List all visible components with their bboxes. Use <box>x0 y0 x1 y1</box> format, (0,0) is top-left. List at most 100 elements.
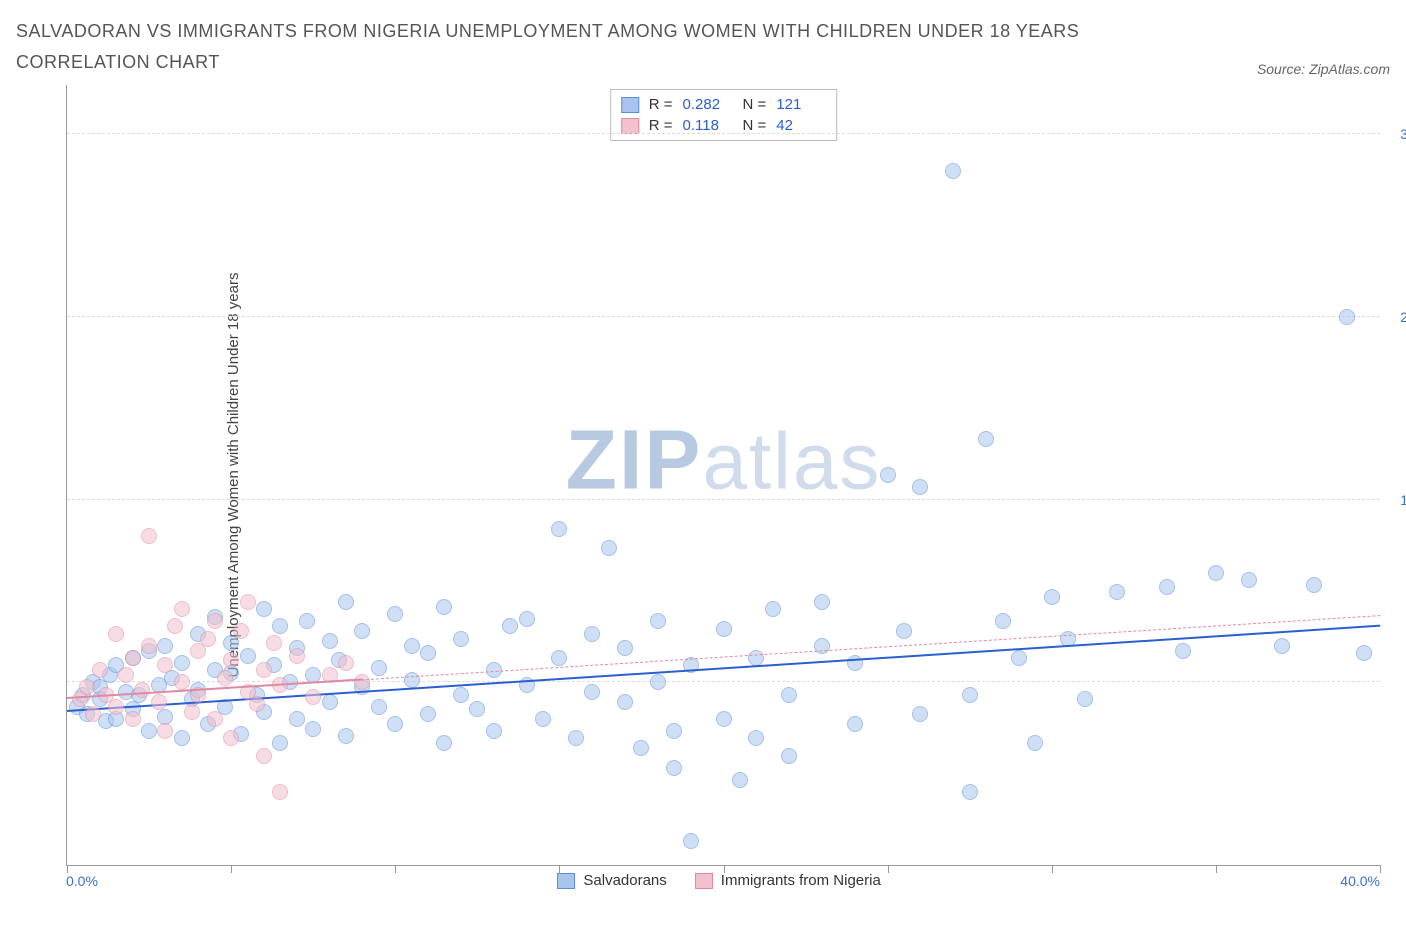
x-tick <box>1380 865 1381 873</box>
data-point <box>1044 589 1060 605</box>
x-origin-label: 0.0% <box>66 873 98 889</box>
data-point <box>289 711 305 727</box>
data-point <box>568 730 584 746</box>
data-point <box>453 687 469 703</box>
data-point <box>157 709 173 725</box>
chart-container: Unemployment Among Women with Children U… <box>66 85 1380 866</box>
data-point <box>141 723 157 739</box>
data-point <box>338 655 354 671</box>
data-point <box>650 674 666 690</box>
data-point <box>207 613 223 629</box>
data-point <box>420 645 436 661</box>
data-point <box>535 711 551 727</box>
y-tick-label: 30.0% <box>1400 126 1406 142</box>
data-point <box>207 711 223 727</box>
data-point <box>167 618 183 634</box>
data-point <box>1027 735 1043 751</box>
data-point <box>371 699 387 715</box>
data-point <box>371 660 387 676</box>
data-point <box>633 740 649 756</box>
data-point <box>289 648 305 664</box>
data-point <box>184 704 200 720</box>
y-tick-label: 15.0% <box>1400 492 1406 508</box>
data-point <box>157 657 173 673</box>
data-point <box>716 711 732 727</box>
data-point <box>1274 638 1290 654</box>
chart-title: SALVADORAN VS IMMIGRANTS FROM NIGERIA UN… <box>16 16 1116 77</box>
data-point <box>272 618 288 634</box>
data-point <box>551 521 567 537</box>
data-point <box>1241 572 1257 588</box>
y-tick-label: 22.5% <box>1400 309 1406 325</box>
stats-r-value: 0.118 <box>683 117 733 134</box>
header: SALVADORAN VS IMMIGRANTS FROM NIGERIA UN… <box>16 16 1390 77</box>
stats-r-label: R = <box>649 117 673 134</box>
data-point <box>486 723 502 739</box>
stats-r-value: 0.282 <box>683 96 733 113</box>
data-point <box>847 655 863 671</box>
data-point <box>354 623 370 639</box>
data-point <box>716 621 732 637</box>
data-point <box>151 694 167 710</box>
data-point <box>781 748 797 764</box>
x-tick <box>1052 865 1053 873</box>
data-point <box>85 706 101 722</box>
data-point <box>436 735 452 751</box>
data-point <box>141 528 157 544</box>
data-point <box>223 652 239 668</box>
data-point <box>1077 691 1093 707</box>
data-point <box>1208 565 1224 581</box>
data-point <box>748 730 764 746</box>
data-point <box>125 711 141 727</box>
data-point <box>305 721 321 737</box>
data-point <box>814 594 830 610</box>
data-point <box>1159 579 1175 595</box>
stats-swatch <box>621 97 639 113</box>
legend-item-2: Immigrants from Nigeria <box>695 872 881 889</box>
data-point <box>502 618 518 634</box>
data-point <box>157 723 173 739</box>
gridline <box>67 499 1380 500</box>
data-point <box>617 694 633 710</box>
data-point <box>387 606 403 622</box>
data-point <box>322 694 338 710</box>
data-point <box>945 163 961 179</box>
data-point <box>200 631 216 647</box>
data-point <box>256 601 272 617</box>
legend-swatch-2 <box>695 873 713 889</box>
stats-n-label: N = <box>743 117 767 134</box>
data-point <box>404 672 420 688</box>
data-point <box>233 623 249 639</box>
stats-n-label: N = <box>743 96 767 113</box>
data-point <box>1339 309 1355 325</box>
data-point <box>108 626 124 642</box>
data-point <box>1356 645 1372 661</box>
legend-label-1: Salvadorans <box>583 872 666 889</box>
x-tick <box>231 865 232 873</box>
data-point <box>338 594 354 610</box>
data-point <box>223 730 239 746</box>
legend-item-1: Salvadorans <box>557 872 666 889</box>
data-point <box>1306 577 1322 593</box>
data-point <box>387 716 403 732</box>
data-point <box>174 730 190 746</box>
data-point <box>683 833 699 849</box>
data-point <box>134 682 150 698</box>
data-point <box>781 687 797 703</box>
data-point <box>896 623 912 639</box>
data-point <box>519 611 535 627</box>
x-axis-row: 0.0% Salvadorans Immigrants from Nigeria… <box>66 872 1380 889</box>
legend-swatch-1 <box>557 873 575 889</box>
source-attribution: Source: ZipAtlas.com <box>1257 61 1390 77</box>
data-point <box>995 613 1011 629</box>
data-point <box>962 784 978 800</box>
data-point <box>240 594 256 610</box>
bottom-legend: Salvadorans Immigrants from Nigeria <box>557 872 880 889</box>
data-point <box>551 650 567 666</box>
x-max-label: 40.0% <box>1340 873 1380 889</box>
data-point <box>174 601 190 617</box>
watermark: ZIPatlas <box>566 411 882 508</box>
data-point <box>880 467 896 483</box>
data-point <box>125 650 141 666</box>
data-point <box>436 599 452 615</box>
